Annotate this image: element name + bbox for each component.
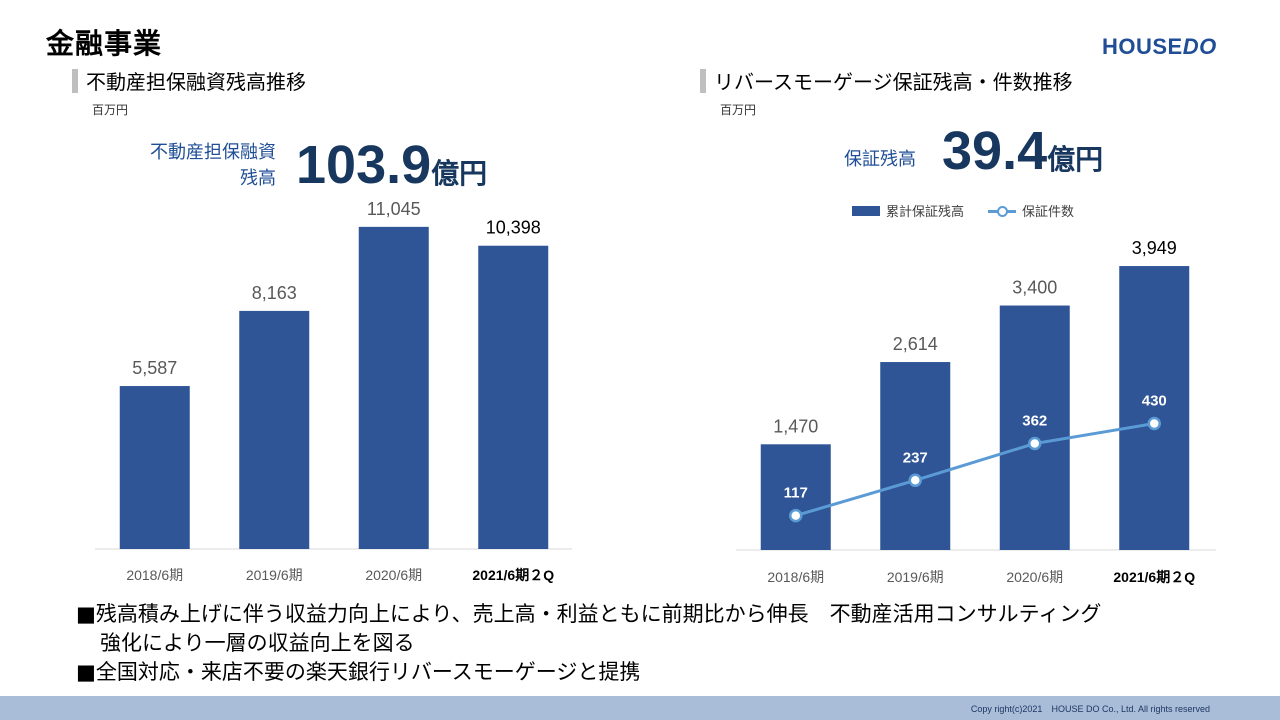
x-tick-label: 2020/6期 [1006,569,1063,585]
bar-value-label: 2,614 [893,334,938,354]
left-kpi-suffix: 億円 [431,157,488,190]
right-kpi: 39.4億円 [942,124,1103,178]
section-marker [700,68,706,93]
house-do-logo: HOUSEDO [1102,34,1217,60]
bullet-list: ■残高積み上げに伴う収益力向上により、売上高・利益ともに前期比から伸長 不動産活… [76,600,1101,687]
bar-value-label: 8,163 [252,283,297,303]
page-title: 金融事業 [46,27,163,60]
bar-value-label: 10,398 [486,218,541,238]
bar [119,386,190,549]
bar-value-label: 3,949 [1132,238,1177,258]
logo-text-do: DO [1182,34,1217,59]
legend-line-swatch [988,205,1017,217]
bar-value-label: 11,045 [367,200,421,219]
x-tick-label: 2018/6期 [767,569,824,585]
bar [760,444,831,550]
line-value-label: 430 [1142,393,1167,410]
line-point [908,473,922,488]
legend-line-label: 保証件数 [1022,205,1075,220]
line-point [1147,416,1161,431]
logo-text-house: HOUSE [1102,34,1183,59]
series-line [795,422,1155,518]
right-chart-legend: 累計保証残高 保証件数 [852,201,1074,220]
x-tick-label: 2021/6期２Q [472,567,554,583]
bar [999,305,1070,550]
left-kpi: 103.9億円 [296,138,487,192]
bar [239,310,310,549]
line-point [789,508,803,523]
bullet-item-1-continued: 強化により一層の収益向上を図る [100,631,415,655]
right-kpi-suffix: 億円 [1047,143,1104,176]
left-section-title-text: 不動産担保融資残高推移 [86,70,306,94]
bar-value-label: 3,400 [1012,278,1057,298]
x-tick-label: 2021/6期２Q [1113,569,1195,585]
bar-value-label: 5,587 [132,358,177,378]
right-section-title-text: リバースモーゲージ保証残高・件数推移 [714,70,1073,94]
right-combo-chart: 1,470 2018/6期 2,614 2019/6期 3,400 2020/6期 3,94… [736,238,1216,585]
x-tick-label: 2020/6期 [365,567,422,583]
line-point [1028,436,1042,451]
right-section-title: リバースモーゲージ保証残高・件数推移 [700,66,1073,95]
footer-bar [0,696,1280,720]
right-unit-label: 百万円 [720,103,757,117]
x-tick-label: 2018/6期 [126,567,183,583]
bar [478,245,549,549]
bar [358,226,429,549]
section-marker [72,68,78,93]
copyright-text: Copy right(c)2021 HOUSE DO Co., Ltd. All… [970,704,1210,714]
right-kpi-value: 39.4 [942,121,1048,181]
left-unit-label: 百万円 [92,103,129,117]
x-tick-label: 2019/6期 [246,567,303,583]
right-kpi-label: 保証残高 [844,149,916,170]
left-kpi-label: 不動産担保融資 残高 [100,140,276,192]
bullet-item-1: ■残高積み上げに伴う収益力向上により、売上高・利益ともに前期比から伸長 不動産活… [76,602,1102,626]
bar [1119,266,1190,550]
left-kpi-value: 103.9 [296,135,432,195]
bullet-item-2: ■全国対応・来店不要の楽天銀行リバースモーゲージと提携 [76,660,641,684]
line-value-label: 237 [903,449,928,466]
bar [880,362,951,550]
line-value-label: 117 [784,485,808,502]
line-value-label: 362 [1022,413,1047,430]
left-section-title: 不動産担保融資残高推移 [72,66,306,95]
left-bar-chart: 5,587 2018/6期 8,163 2019/6期 11,045 2020/6期 10,… [95,200,572,583]
x-tick-label: 2019/6期 [887,569,944,585]
left-kpi-label-line1: 不動産担保融資 [150,142,276,163]
legend-bar-label: 累計保証残高 [886,205,965,220]
left-kpi-label-line2: 残高 [240,168,276,189]
legend-bar-swatch [852,205,880,216]
bar-value-label: 1,470 [773,416,818,436]
